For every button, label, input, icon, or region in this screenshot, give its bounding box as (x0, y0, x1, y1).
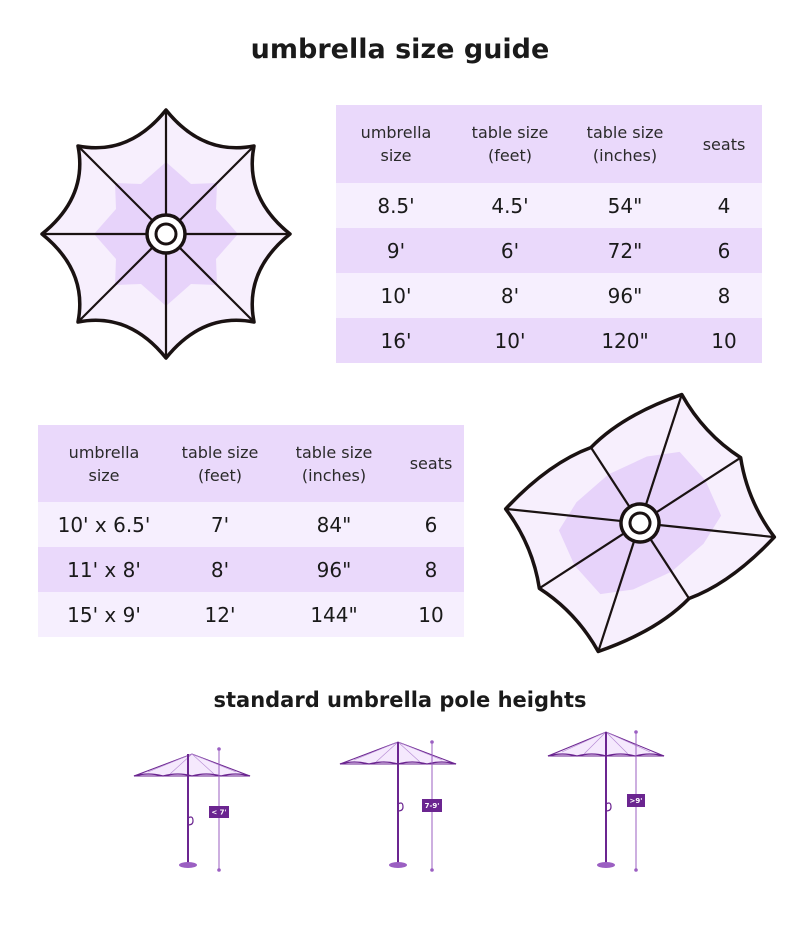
table-cell: 8' (500, 283, 520, 308)
pole-height-label: >9' (630, 797, 643, 805)
table-cell: 11' x 8' (67, 557, 141, 582)
pole-height-short-illustration: < 7' (133, 747, 251, 872)
table-cell: 144" (310, 602, 358, 627)
rectangular-umbrella-illustration (503, 392, 777, 654)
rectangular-umbrella-size-table: umbrella size table size (feet) table size… (38, 425, 464, 637)
table-cell: 10' x 6.5' (57, 512, 151, 537)
table-cell: 6 (717, 238, 731, 263)
table-header-row: umbrella size table size (feet) table size… (336, 105, 762, 183)
table-cell: 6' (500, 238, 520, 263)
table-cell: 10' (494, 328, 526, 353)
column-header: seats (686, 105, 762, 183)
table-cell: 96" (316, 557, 352, 582)
pole-heights-title: standard umbrella pole heights (213, 688, 587, 712)
column-header: table size (feet) (456, 105, 564, 183)
table-row: 16' 10' 120" 10 (336, 318, 762, 363)
column-header: umbrella size (336, 105, 456, 183)
table-cell: 10' (380, 283, 412, 308)
column-header: table size (inches) (270, 425, 398, 502)
table-row: 10' x 6.5' 7' 84" 6 (38, 502, 464, 547)
column-header: table size (feet) (170, 425, 270, 502)
column-header: seats (398, 425, 464, 502)
table-cell: 54" (607, 193, 643, 218)
table-cell: 4.5' (491, 193, 529, 218)
pole-height-tall-illustration: >9' (547, 730, 665, 872)
table-cell: 16' (380, 328, 412, 353)
pole-height-medium-illustration: 7-9' (339, 740, 457, 872)
table-cell: 10 (418, 602, 444, 627)
table-cell: 9' (386, 238, 406, 263)
round-umbrella-size-table: umbrella size table size (feet) table size… (336, 105, 762, 363)
table-cell: 96" (607, 283, 643, 308)
column-header: umbrella size (38, 425, 170, 502)
table-row: 9' 6' 72" 6 (336, 228, 762, 273)
column-header: table size (inches) (564, 105, 686, 183)
table-header-row: umbrella size table size (feet) table size… (38, 425, 464, 502)
table-cell: 8 (424, 557, 438, 582)
table-cell: 8 (717, 283, 731, 308)
page-title: umbrella size guide (250, 34, 550, 65)
table-cell: 12' (204, 602, 236, 627)
pole-height-label: < 7' (211, 809, 226, 817)
table-cell: 6 (424, 512, 438, 537)
table-cell: 84" (316, 512, 352, 537)
table-cell: 4 (717, 193, 731, 218)
table-row: 10' 8' 96" 8 (336, 273, 762, 318)
table-cell: 120" (601, 328, 649, 353)
table-cell: 10 (711, 328, 737, 353)
table-row: 11' x 8' 8' 96" 8 (38, 547, 464, 592)
table-row: 15' x 9' 12' 144" 10 (38, 592, 464, 637)
table-cell: 72" (607, 238, 643, 263)
table-cell: 8' (210, 557, 230, 582)
table-cell: 7' (210, 512, 230, 537)
table-row: 8.5' 4.5' 54" 4 (336, 183, 762, 228)
table-cell: 8.5' (377, 193, 415, 218)
pole-height-label: 7-9' (425, 802, 440, 810)
table-cell: 15' x 9' (67, 602, 141, 627)
octagon-umbrella-illustration (40, 108, 292, 360)
